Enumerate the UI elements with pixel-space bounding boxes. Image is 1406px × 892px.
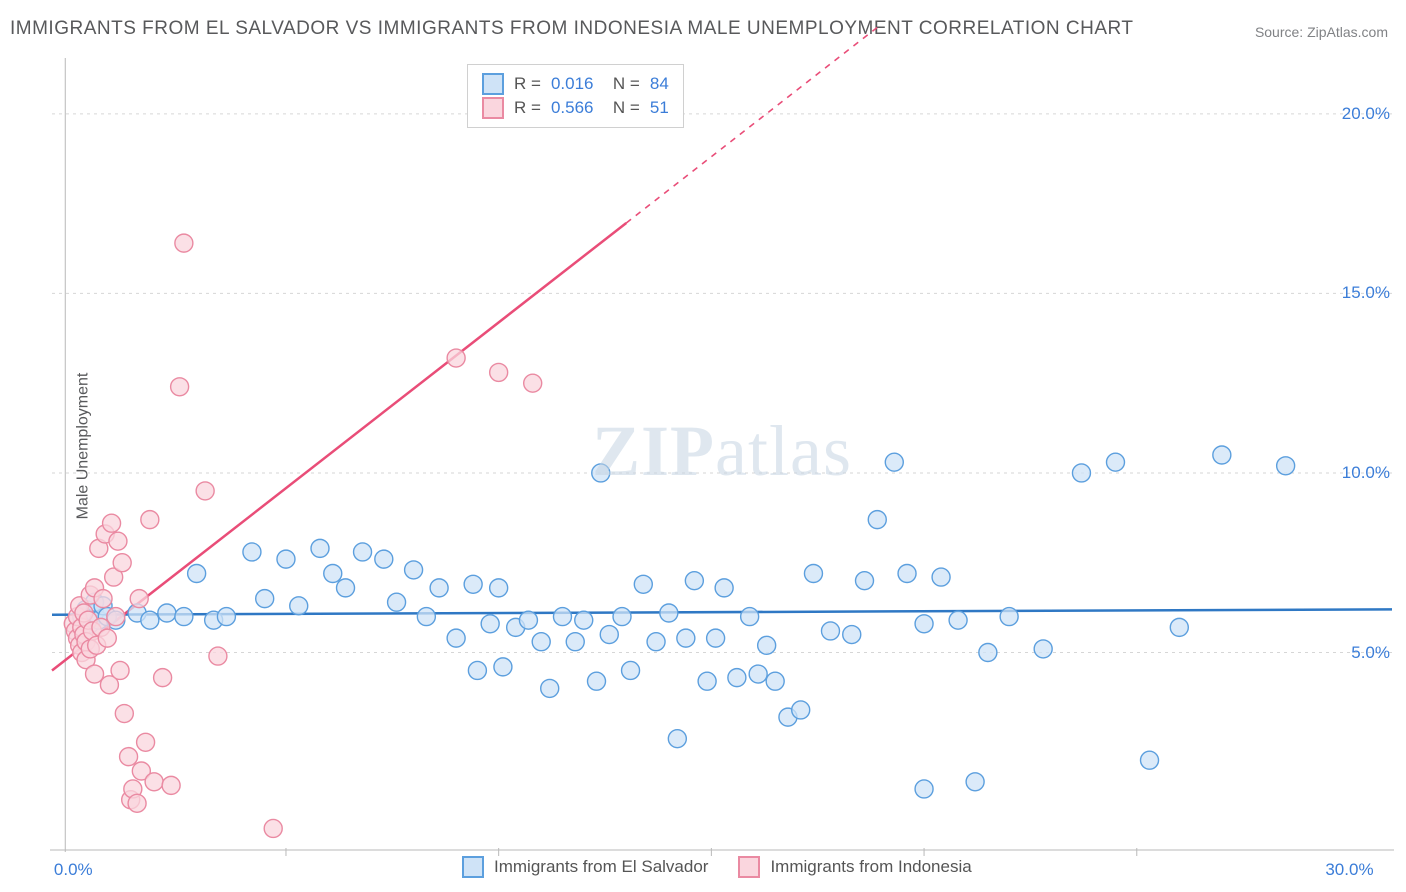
legend-label: Immigrants from Indonesia [770,857,971,877]
n-label: N = [603,74,639,94]
plot-area: ZIPatlas R = 0.016 N = 84R = 0.566 N = 5… [52,60,1392,850]
legend-item: Immigrants from Indonesia [738,856,971,878]
chart-title: IMMIGRANTS FROM EL SALVADOR VS IMMIGRANT… [10,18,1134,40]
series-legend: Immigrants from El Salvador Immigrants fr… [462,856,972,878]
corr-legend-row: R = 0.016 N = 84 [482,73,669,95]
correlation-legend: R = 0.016 N = 84R = 0.566 N = 51 [467,64,684,128]
y-tick-label: 10.0% [1342,463,1390,483]
legend-label: Immigrants from El Salvador [494,857,708,877]
r-value: 0.016 [551,74,594,94]
legend-swatch [482,97,504,119]
y-tick-label: 15.0% [1342,283,1390,303]
legend-swatch [462,856,484,878]
y-tick-label: 20.0% [1342,104,1390,124]
r-value: 0.566 [551,98,594,118]
x-tick-label: 30.0% [1325,860,1373,880]
x-tick-label: 0.0% [54,860,93,880]
legend-swatch [482,73,504,95]
r-label: R = [514,74,541,94]
r-label: R = [514,98,541,118]
legend-item: Immigrants from El Salvador [462,856,708,878]
scatter-plot-svg [52,60,1392,850]
n-value: 51 [650,98,669,118]
n-label: N = [603,98,639,118]
n-value: 84 [650,74,669,94]
corr-legend-row: R = 0.566 N = 51 [482,97,669,119]
y-tick-label: 5.0% [1351,643,1390,663]
legend-swatch [738,856,760,878]
source-attribution: Source: ZipAtlas.com [1255,24,1388,40]
